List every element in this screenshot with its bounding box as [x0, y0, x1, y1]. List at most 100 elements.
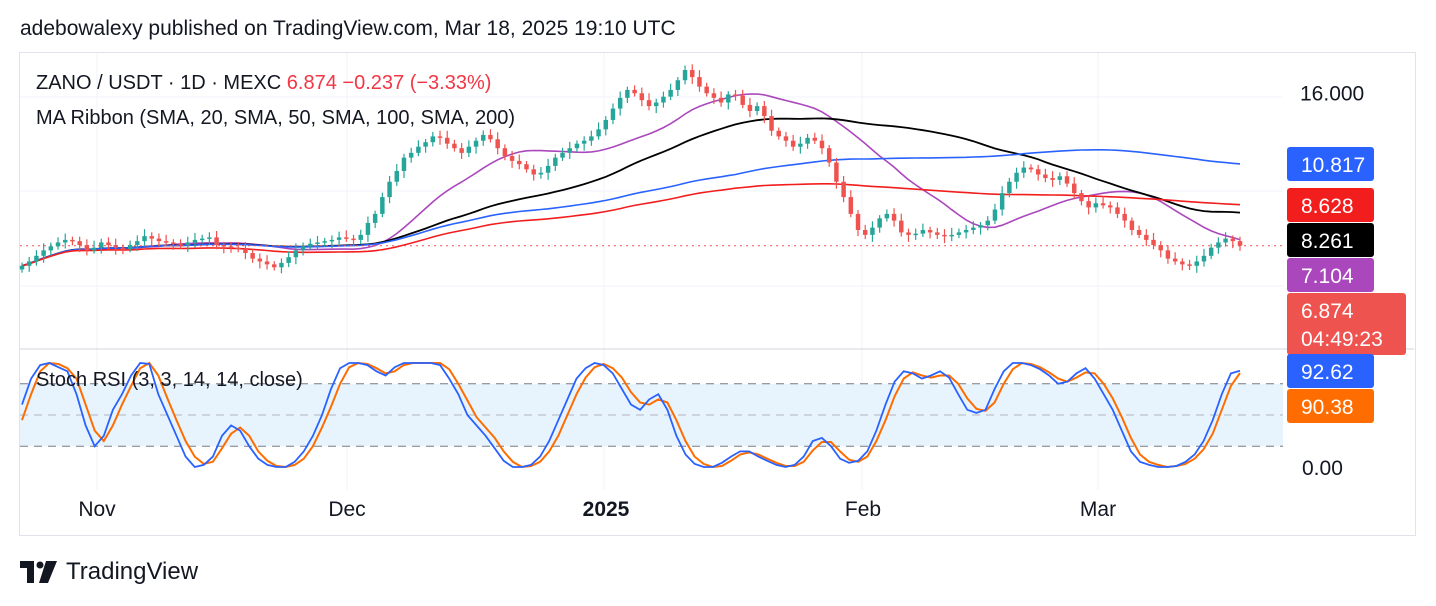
candle-body — [682, 70, 688, 81]
symbol-title[interactable]: ZANO / USDT · 1D · MEXC — [36, 72, 282, 94]
time-axis-label: Nov — [78, 498, 116, 521]
candle-body — [228, 246, 234, 248]
stoch-badge — [1287, 354, 1374, 388]
candle-body — [444, 137, 450, 144]
tradingview-footer[interactable]: TradingView — [20, 558, 198, 586]
candle-body — [1151, 239, 1156, 246]
candle-body — [841, 181, 846, 198]
candle-body — [992, 209, 998, 221]
candle-body — [308, 243, 313, 247]
candle-body — [63, 239, 68, 243]
price-badge — [1287, 147, 1374, 181]
candle-body — [1180, 261, 1185, 265]
candle-body — [48, 246, 54, 251]
candle-body — [920, 229, 926, 234]
candle-body — [1064, 176, 1070, 184]
candle-body — [41, 250, 46, 256]
candle-body — [452, 143, 457, 149]
candle-body — [77, 241, 82, 246]
candle-body — [567, 148, 572, 153]
stoch-badge-label: 90.38 — [1301, 396, 1354, 419]
candle-body — [718, 97, 724, 103]
candle-body — [84, 245, 90, 251]
stoch-rsi-legend[interactable]: Stoch RSI (3, 3, 14, 14, close) — [36, 369, 303, 391]
candle-body — [776, 130, 781, 137]
candle-body — [336, 237, 342, 240]
candle-body — [430, 136, 436, 143]
candle-body — [517, 160, 522, 165]
candle-body — [963, 229, 969, 233]
candle-body — [625, 89, 630, 98]
candle-body — [416, 146, 421, 153]
candle-body — [91, 247, 97, 251]
candle-body — [754, 106, 760, 112]
candle-body — [942, 234, 947, 237]
candle-body — [322, 241, 327, 243]
candle-body — [697, 77, 702, 87]
candle-body — [790, 140, 796, 147]
candle-body — [1237, 241, 1243, 246]
candle-body — [884, 213, 890, 219]
candle-body — [762, 106, 767, 117]
candle-body — [1057, 176, 1063, 180]
candle-body — [819, 140, 825, 149]
candle-body — [581, 140, 587, 144]
candle-body — [329, 239, 335, 242]
candle-body — [509, 156, 515, 161]
candle-body — [596, 129, 601, 137]
candle-body — [1035, 169, 1041, 175]
price-badge — [1287, 188, 1374, 222]
candle-body — [387, 181, 392, 198]
candle-body — [408, 152, 414, 158]
price-change: −0.237 (−3.33%) — [342, 72, 492, 94]
candle-body — [120, 247, 126, 250]
candle-body — [113, 245, 118, 248]
candle-body — [545, 165, 551, 173]
candle-body — [913, 233, 918, 236]
time-axis-label: Feb — [845, 498, 881, 521]
candle-body — [531, 169, 536, 175]
candle-body — [1158, 245, 1163, 251]
candle-body — [999, 193, 1005, 210]
candle-body — [1216, 242, 1221, 248]
sma200-line — [21, 183, 1241, 267]
candle-body — [848, 197, 854, 214]
candle-body — [272, 264, 277, 268]
candle-body — [971, 227, 976, 230]
candle-body — [34, 255, 39, 262]
price-badge-label: 8.628 — [1301, 195, 1354, 218]
ma-ribbon-legend[interactable]: MA Ribbon (SMA, 20, SMA, 50, SMA, 100, S… — [36, 107, 516, 129]
candle-body — [171, 242, 176, 244]
candle-body — [293, 250, 299, 258]
candle-body — [1108, 205, 1113, 208]
symbol-legend: ZANO / USDT · 1D · MEXC 6.874 −0.237 (−3… — [36, 72, 491, 95]
candle-body — [257, 258, 263, 262]
stoch-d-line — [21, 361, 1241, 469]
candle-body — [783, 136, 789, 141]
candle-body — [437, 136, 443, 138]
candle-body — [769, 116, 774, 131]
candle-body — [1194, 261, 1199, 266]
candle-body — [481, 134, 486, 141]
candle-body — [264, 261, 270, 265]
sma20-line — [21, 93, 1241, 267]
candle-body — [1043, 174, 1048, 179]
candle-body — [142, 236, 147, 242]
candle-body — [19, 265, 25, 270]
candle-body — [488, 134, 493, 140]
candle-body — [1223, 238, 1228, 243]
candle-body — [603, 119, 609, 130]
candle-body — [466, 146, 472, 153]
candle-body — [351, 238, 356, 241]
candle-body — [26, 261, 32, 266]
candle-body — [135, 241, 140, 246]
candle-body — [927, 229, 933, 233]
candle-body — [1093, 203, 1099, 208]
candle-body — [1007, 181, 1012, 194]
candle-body — [560, 152, 565, 158]
stoch-badge-label: 92.62 — [1301, 361, 1354, 384]
candle-body — [711, 93, 717, 98]
price-badge-label: 6.874 — [1301, 300, 1354, 323]
candle-body — [1050, 178, 1055, 180]
